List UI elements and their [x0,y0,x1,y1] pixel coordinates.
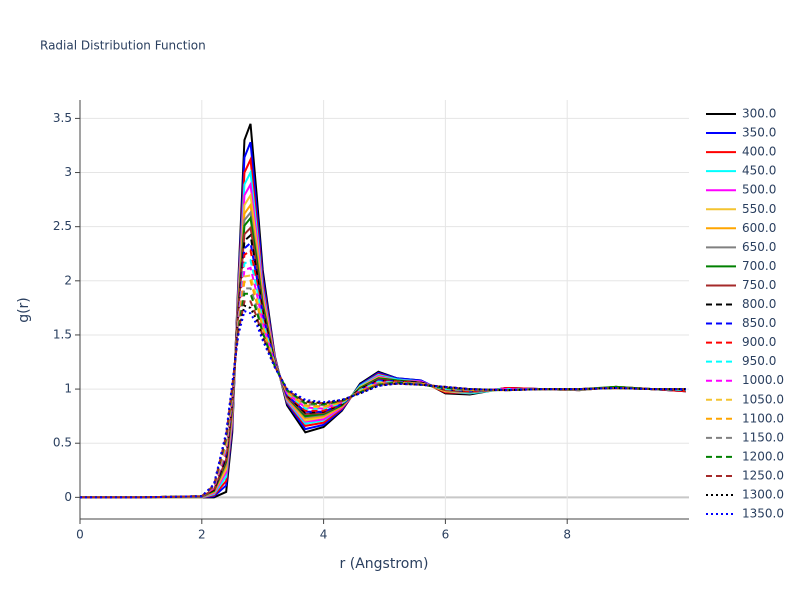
legend-label: 1050.0 [742,392,784,406]
legend-label: 1250.0 [742,468,784,482]
legend-label: 550.0 [742,202,776,216]
x-tick-label: 0 [76,528,84,542]
x-axis-title: r (Angstrom) [340,556,429,572]
legend-label: 1200.0 [742,449,784,463]
legend-label: 300.0 [742,107,776,121]
legend-label: 600.0 [742,221,776,235]
x-tick-label: 4 [320,528,328,542]
y-tick-label: 3 [64,165,72,179]
legend-label: 1100.0 [742,411,784,425]
legend-label: 350.0 [742,126,776,140]
y-tick-label: 1.5 [53,327,72,341]
y-tick-label: 3.5 [53,111,72,125]
y-tick-label: 0 [64,490,72,504]
legend-label: 650.0 [742,240,776,254]
legend-label: 700.0 [742,259,776,273]
x-tick-label: 8 [563,528,571,542]
x-tick-label: 6 [442,528,450,542]
legend-label: 1000.0 [742,373,784,387]
legend-label: 450.0 [742,164,776,178]
legend-label: 750.0 [742,278,776,292]
chart-title: Radial Distribution Function [40,39,206,53]
legend-label: 500.0 [742,183,776,197]
y-tick-label: 2 [64,273,72,287]
legend-label: 800.0 [742,297,776,311]
y-tick-label: 1 [64,382,72,396]
legend-label: 950.0 [742,354,776,368]
legend-label: 900.0 [742,335,776,349]
y-axis-title: g(r) [16,297,32,323]
series-line [80,274,686,499]
legend-label: 1300.0 [742,488,784,502]
y-tick-label: 0.5 [53,436,72,450]
x-tick-label: 2 [198,528,206,542]
series-line [80,309,686,499]
y-tick-label: 2.5 [53,219,72,233]
legend-label: 1350.0 [742,507,784,521]
legend-label: 850.0 [742,316,776,330]
legend-label: 1150.0 [742,430,784,444]
legend-label: 400.0 [742,145,776,159]
